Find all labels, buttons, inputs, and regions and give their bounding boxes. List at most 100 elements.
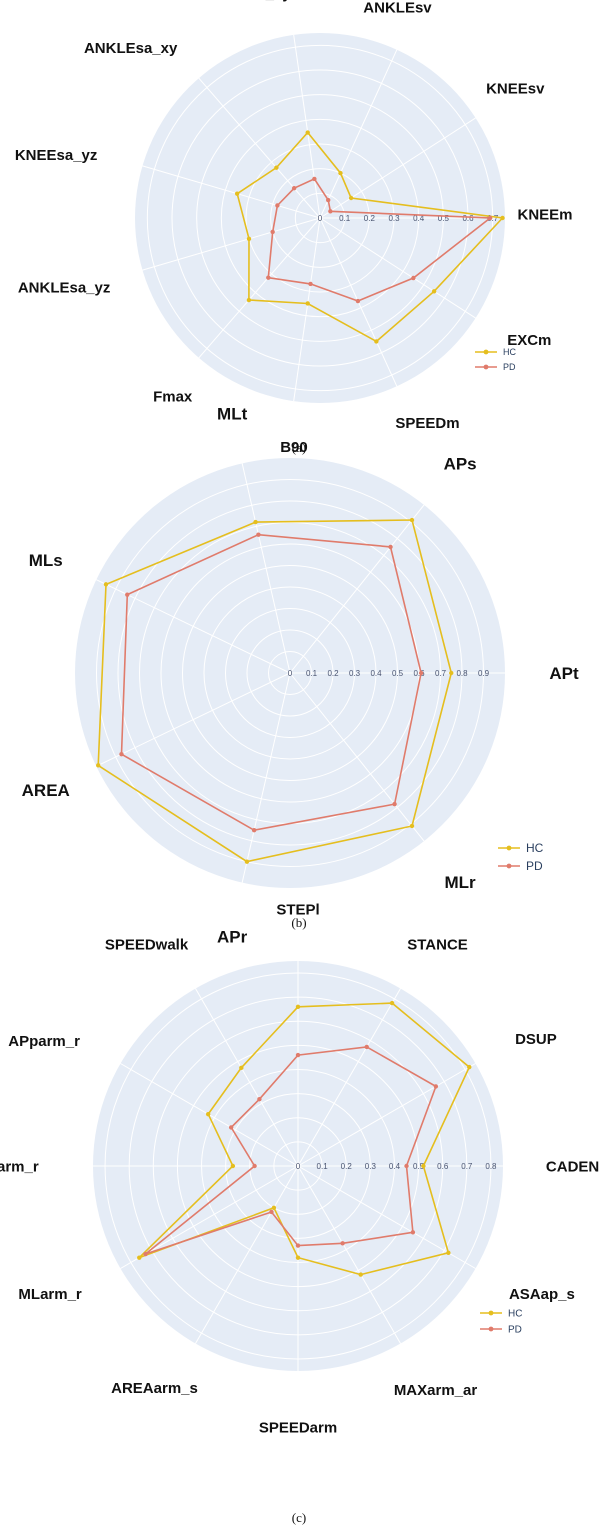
- data-point-pd: [308, 281, 313, 287]
- radar-spoke: [297, 988, 401, 1167]
- axis-label: KNEEm: [517, 206, 572, 223]
- axis-label: SPEEDarm: [259, 1419, 337, 1436]
- data-point-hc: [205, 1111, 211, 1117]
- data-point-pd: [295, 1052, 301, 1058]
- data-point-hc: [246, 297, 252, 303]
- data-point-pd: [228, 1125, 234, 1130]
- data-point-pd: [143, 1251, 148, 1257]
- legend-label-pd: PD: [503, 362, 516, 372]
- radial-tick-label: 0.4: [370, 669, 382, 678]
- radar-spoke: [195, 1165, 299, 1344]
- data-point-pd: [433, 1084, 439, 1089]
- legend-label-hc: HC: [526, 841, 544, 855]
- data-point-hc: [467, 1064, 472, 1070]
- data-point-hc: [421, 1163, 426, 1169]
- radial-tick-label: 0.4: [413, 214, 425, 223]
- axis-label: ANKLEsv: [363, 0, 432, 17]
- data-point-pd: [388, 544, 393, 550]
- radar-spoke: [297, 1165, 476, 1269]
- radial-tick-label: 0: [288, 669, 293, 678]
- axis-label: EXCm: [507, 332, 551, 349]
- data-point-pd: [312, 176, 317, 182]
- radar-spoke: [319, 49, 398, 219]
- data-point-pd: [256, 532, 261, 537]
- radar-spoke: [120, 1165, 299, 1269]
- axis-label: KNEEsv: [486, 81, 545, 98]
- radar-spoke: [319, 117, 476, 219]
- axis-label: STEPl: [276, 901, 319, 918]
- radial-tick-label: 0: [296, 1162, 301, 1171]
- radar-spoke: [142, 165, 321, 219]
- legend-swatch-marker-pd: [483, 364, 489, 370]
- data-point-hc: [305, 130, 310, 135]
- axis-label: ASAap_s: [509, 1286, 575, 1303]
- data-point-pd: [270, 229, 275, 235]
- axis-label: SPEEDwalk: [105, 936, 189, 953]
- data-point-pd: [328, 209, 333, 214]
- data-point-hc: [96, 763, 101, 768]
- radial-tick-label: 0.2: [341, 1162, 353, 1171]
- data-point-pd: [275, 203, 280, 208]
- legend-swatch-marker-hc: [483, 349, 489, 355]
- radial-tick-label: 0.1: [339, 214, 351, 223]
- panel-caption: (c): [292, 1510, 306, 1525]
- legend-swatch-marker-pd: [488, 1326, 494, 1332]
- radar-spoke: [289, 672, 425, 842]
- radial-tick-label: 0.2: [364, 214, 376, 223]
- data-point-hc: [500, 215, 505, 221]
- data-point-pd: [257, 1096, 262, 1102]
- radial-tick-label: 0.4: [389, 1162, 401, 1171]
- axis-label: MLt: [217, 404, 248, 423]
- axis-label: SPEEDm: [395, 415, 459, 432]
- data-point-pd: [125, 592, 130, 597]
- data-point-pd: [119, 751, 124, 757]
- axis-label: ANKLEsa_xy: [197, 0, 291, 3]
- data-point-hc: [446, 1250, 451, 1256]
- data-point-pd: [340, 1241, 345, 1246]
- radial-tick-label: 0.3: [349, 669, 361, 678]
- data-point-hc: [389, 1000, 395, 1006]
- axis-label: MLs: [29, 551, 63, 570]
- axis-label: APs: [444, 455, 477, 474]
- axis-label: APt: [549, 664, 579, 683]
- series-line-hc: [236, 131, 505, 343]
- radar-spoke: [96, 672, 291, 767]
- legend-label-pd: PD: [508, 1325, 522, 1336]
- radial-tick-label: 0: [318, 214, 323, 223]
- data-point-hc: [295, 1255, 301, 1260]
- radial-tick-label: 0.1: [317, 1162, 329, 1171]
- panel-caption: (a): [292, 440, 306, 455]
- data-point-hc: [230, 1163, 236, 1169]
- axis-label: MLarm_r: [18, 1286, 82, 1303]
- data-point-hc: [137, 1255, 142, 1260]
- axis-label: APparm_r: [8, 1033, 80, 1050]
- data-point-hc: [338, 170, 343, 176]
- series-line-hc: [97, 519, 453, 863]
- data-point-pd: [404, 1163, 409, 1169]
- radar-spoke: [241, 672, 291, 883]
- axis-label: STANCE: [407, 936, 468, 953]
- axis-label: ANKLEsa_xy: [84, 40, 178, 57]
- radial-tick-label: 0.5: [392, 669, 404, 678]
- radar-spoke: [198, 77, 321, 219]
- radial-tick-label: 0.5: [438, 214, 450, 223]
- radar-spoke: [293, 34, 321, 219]
- radar-spoke: [293, 217, 321, 402]
- axis-label: Fmax: [153, 388, 193, 405]
- data-point-pd: [418, 670, 424, 676]
- data-point-pd: [392, 801, 397, 807]
- data-point-pd: [251, 828, 257, 833]
- data-point-hc: [409, 517, 415, 523]
- legend-swatch-marker-hc: [488, 1310, 494, 1316]
- radial-tick-label: 0.2: [327, 669, 339, 678]
- axis-label: APr: [217, 927, 248, 946]
- radial-tick-label: 0.3: [388, 214, 400, 223]
- data-point-hc: [431, 289, 437, 294]
- radar-spoke: [142, 217, 321, 271]
- radar-spoke: [319, 217, 476, 319]
- data-point-hc: [348, 195, 354, 201]
- data-point-hc: [374, 339, 379, 344]
- panel-caption: (b): [291, 915, 306, 930]
- axis-label: CADENCE: [546, 1158, 599, 1175]
